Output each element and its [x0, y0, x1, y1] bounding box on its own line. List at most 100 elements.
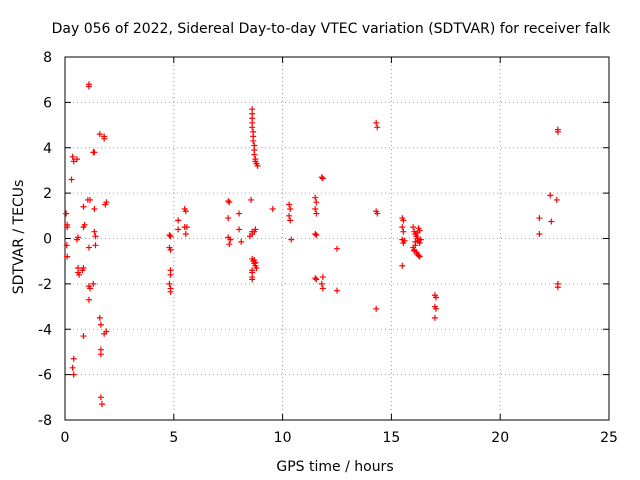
data-point: [69, 153, 76, 160]
data-point: [182, 230, 189, 237]
data-point: [251, 151, 258, 158]
data-point: [90, 280, 97, 287]
data-point: [415, 252, 422, 259]
data-point: [85, 83, 92, 90]
data-point: [236, 226, 243, 233]
data-point: [431, 314, 438, 321]
data-point: [175, 226, 182, 233]
data-point: [313, 210, 320, 217]
data-point: [399, 224, 406, 231]
data-point: [554, 284, 561, 291]
data-point: [64, 253, 71, 260]
data-point: [319, 285, 326, 292]
data-point: [312, 275, 319, 282]
data-point: [547, 192, 554, 199]
data-point: [312, 230, 319, 237]
data-point: [70, 355, 77, 362]
y-tick-label: -4: [38, 322, 52, 338]
data-point: [91, 228, 98, 235]
data-point: [400, 228, 407, 235]
data-point: [254, 162, 261, 169]
x-tick-label: 10: [274, 430, 292, 446]
data-point: [319, 175, 326, 182]
data-point: [312, 194, 319, 201]
x-tick-label: 5: [169, 430, 178, 446]
x-tick-label: 0: [61, 430, 70, 446]
data-point: [80, 264, 87, 271]
data-point: [68, 176, 75, 183]
data-point: [313, 276, 320, 283]
data-point: [69, 364, 76, 371]
x-tick-label: 25: [600, 430, 618, 446]
data-point: [319, 274, 326, 281]
data-point: [167, 233, 174, 240]
data-point: [414, 229, 421, 236]
data-point: [226, 241, 233, 248]
data-point: [536, 215, 543, 222]
data-point: [553, 196, 560, 203]
data-point: [85, 296, 92, 303]
x-tick-label: 20: [491, 430, 509, 446]
data-point: [252, 226, 259, 233]
chart-title: Day 056 of 2022, Sidereal Day-to-day VTE…: [52, 21, 612, 37]
data-point: [182, 208, 189, 215]
data-point: [248, 196, 255, 203]
data-point: [373, 305, 380, 312]
data-point: [81, 221, 88, 228]
y-tick-label: 4: [43, 141, 52, 157]
data-point: [400, 240, 407, 247]
data-point: [287, 206, 294, 213]
data-point: [433, 294, 440, 301]
x-tick-label: 15: [382, 430, 400, 446]
y-tick-label: 2: [43, 186, 52, 202]
y-tick-label: 0: [43, 232, 52, 248]
data-point: [91, 206, 98, 213]
data-point: [96, 314, 103, 321]
y-tick-label: -6: [38, 368, 52, 384]
data-point: [91, 149, 98, 156]
data-point: [103, 328, 110, 335]
data-point: [554, 128, 561, 135]
data-point: [87, 285, 94, 292]
data-point: [85, 244, 92, 251]
y-tick-label: -2: [38, 277, 52, 293]
data-point: [286, 212, 293, 219]
data-point: [98, 401, 105, 408]
data-point: [400, 217, 407, 224]
data-point: [249, 276, 256, 283]
y-tick-label: -8: [38, 413, 52, 429]
data-point: [167, 246, 174, 253]
data-point: [417, 236, 424, 243]
data-point: [97, 394, 104, 401]
y-tick-label: 6: [43, 95, 52, 111]
data-point: [287, 217, 294, 224]
data-point: [250, 137, 257, 144]
data-point: [374, 210, 381, 217]
data-point: [411, 247, 418, 254]
data-point: [416, 240, 423, 247]
data-point: [80, 333, 87, 340]
data-point: [253, 264, 260, 271]
data-point: [227, 236, 234, 243]
data-point: [103, 199, 110, 206]
data-point: [175, 217, 182, 224]
data-points: [63, 81, 561, 408]
data-point: [101, 133, 108, 140]
y-axis-label: SDTVAR / TECUs: [11, 180, 27, 295]
data-point: [399, 262, 406, 269]
data-point: [416, 253, 423, 260]
data-point: [73, 156, 80, 163]
data-point: [252, 259, 259, 266]
data-point: [167, 271, 174, 278]
y-tick-label: 8: [43, 50, 52, 66]
axis-ticks: 0 5 10 15 20 25 -8 -6 -4 -2 0 2 4 6 8: [38, 50, 618, 446]
data-point: [183, 224, 190, 231]
data-point: [87, 196, 94, 203]
data-point: [75, 234, 82, 241]
data-point: [374, 124, 381, 131]
data-point: [313, 232, 320, 239]
data-point: [249, 124, 256, 131]
data-point: [70, 158, 77, 165]
data-point: [312, 206, 319, 213]
